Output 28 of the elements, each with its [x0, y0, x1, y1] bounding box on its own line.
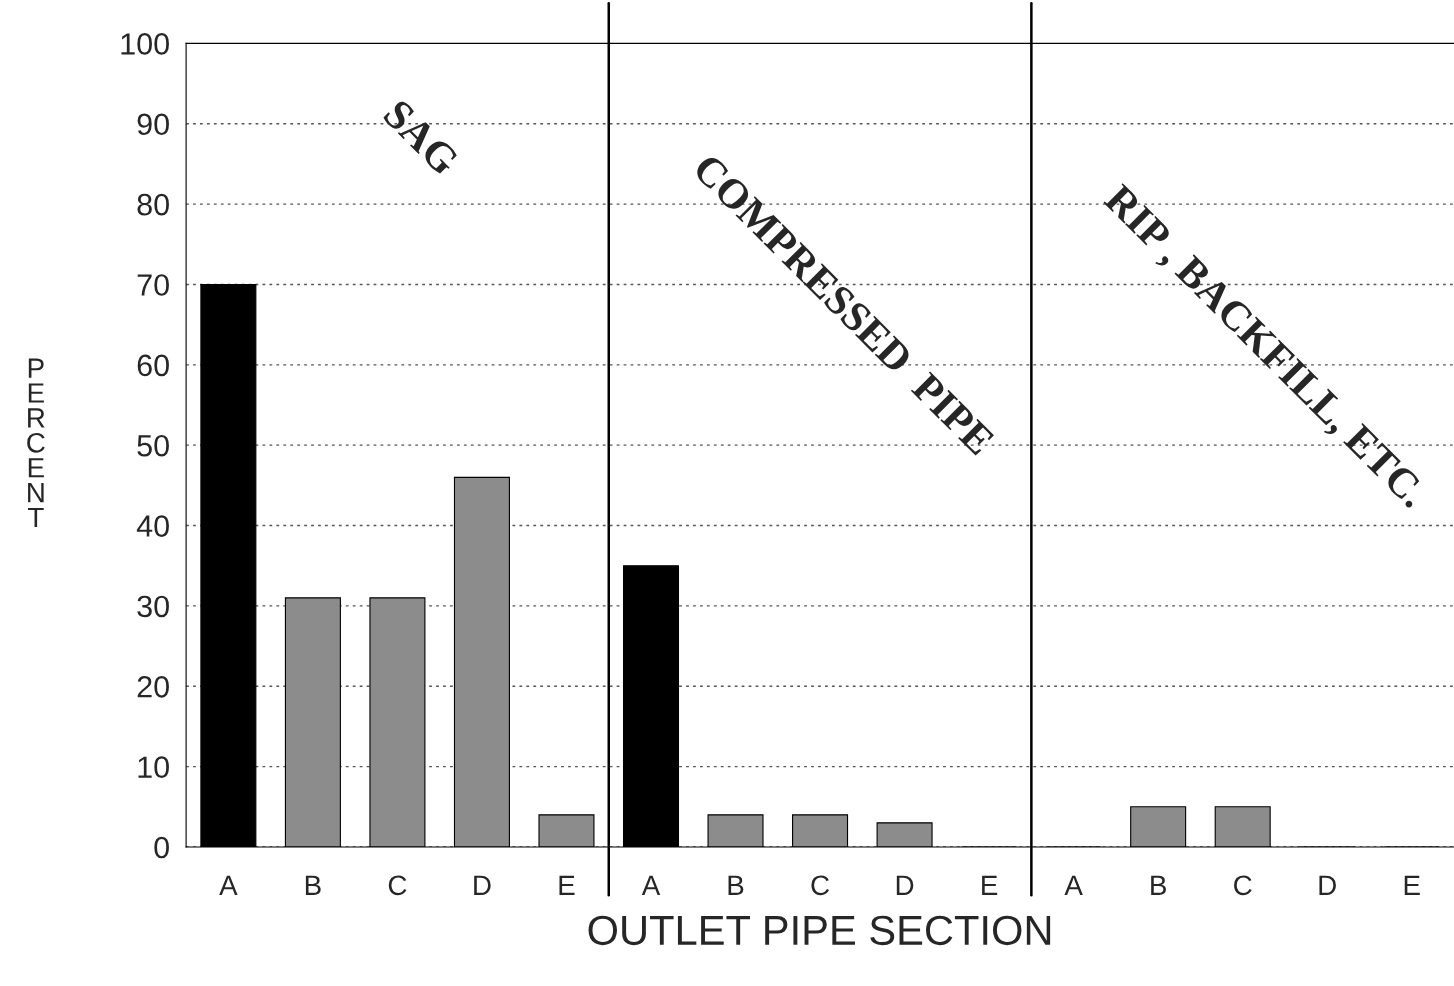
y-tick-label: 0 [154, 836, 169, 859]
x-tick-label: D [474, 875, 491, 895]
y-tick-label: 40 [136, 515, 169, 537]
x-tick-label: A [219, 875, 238, 895]
y-tick-label: 20 [137, 675, 169, 698]
x-tick-label: A [1064, 875, 1083, 895]
y-tick-label: 100 [121, 33, 169, 55]
x-tick-label: E [982, 875, 998, 895]
y-axis-title: PERCENT [27, 358, 45, 528]
x-tick-label: E [559, 875, 575, 895]
y-tick-label: 10 [138, 756, 169, 778]
y-tick-label: 50 [137, 434, 169, 457]
x-tick-label: C [388, 875, 407, 896]
y-tick-label: 70 [137, 274, 169, 296]
x-tick-label: D [896, 875, 914, 895]
x-tick-label: B [1151, 875, 1166, 895]
y-tick-label: 80 [137, 193, 169, 216]
x-tick-label: B [305, 875, 321, 895]
x-tick-label: D [1319, 875, 1336, 895]
x-tick-label: C [811, 875, 830, 896]
x-tick-label: B [728, 875, 744, 895]
x-tick-label: E [1404, 875, 1420, 895]
y-tick-label: 60 [137, 354, 169, 377]
x-tick-label: A [641, 875, 661, 895]
y-tick-label: 90 [137, 113, 169, 136]
x-axis-title: OUTLET PIPE SECTION [588, 915, 1051, 946]
x-tick-label: C [1234, 875, 1252, 896]
y-tick-label: 30 [137, 595, 169, 618]
